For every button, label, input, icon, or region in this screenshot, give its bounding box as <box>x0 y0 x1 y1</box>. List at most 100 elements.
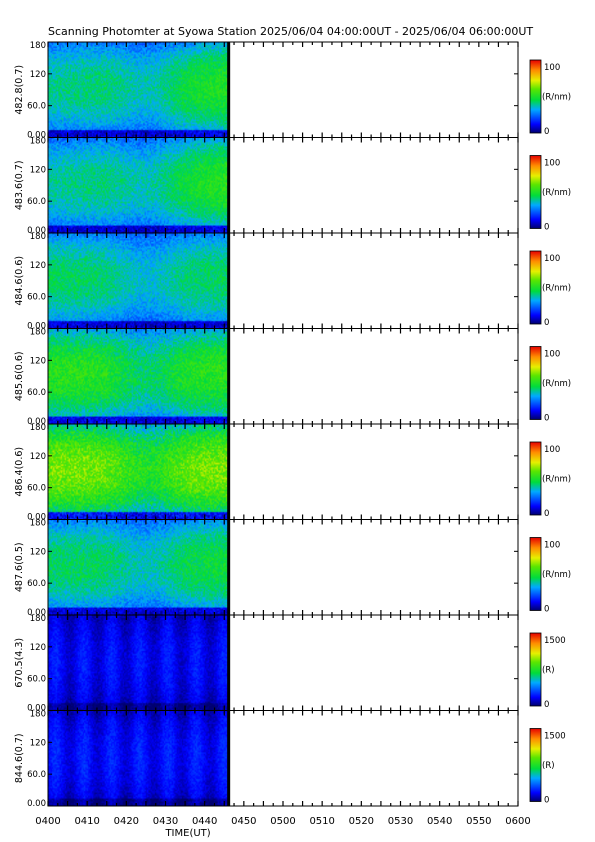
panel-2-ytick-label: 180 <box>30 137 46 147</box>
panel-7-colorbar <box>529 632 542 707</box>
panel-4-ytick-label: 180 <box>30 328 46 338</box>
panel-2-heatmap <box>48 137 229 233</box>
panel-3-colorbar-max: 100 <box>544 254 560 264</box>
panel-7-colorbar-unit: (R) <box>542 666 555 676</box>
panel-8-heatmap <box>48 710 229 806</box>
panel-4-ytick-label: 60.0 <box>27 388 46 398</box>
panel-8-ytick-label: 0.00 <box>27 799 46 809</box>
panel-7-ytick-label: 60.0 <box>27 675 46 685</box>
panel-3-ylabel: 484.6(0.6) <box>14 256 25 306</box>
panel-6-colorbar-max: 100 <box>544 541 560 551</box>
panel-5-colorbar-max: 100 <box>544 445 560 455</box>
panel-5-colorbar-min: 0 <box>544 509 549 519</box>
panel-2-colorbar-unit: (R/nm) <box>542 188 571 198</box>
panel-3-colorbar-min: 0 <box>544 318 549 328</box>
panel-1-heatmap <box>48 42 229 138</box>
x-tick-label: 0410 <box>74 816 99 827</box>
x-tick-label: 0400 <box>35 816 60 827</box>
panel-4-ytick-label: 0.00 <box>27 417 46 427</box>
panel-5-heatmap <box>48 424 229 520</box>
panel-8-ytick-label: 120 <box>30 738 46 748</box>
panel-3-colorbar <box>529 250 542 325</box>
panel-2-colorbar <box>529 155 542 229</box>
panel-2-ytick-label: 60.0 <box>27 197 46 207</box>
x-tick-label: 0450 <box>231 816 256 827</box>
panel-8-ylabel: 844.6(0.7) <box>14 733 25 783</box>
panel-7-ytick-label: 180 <box>30 614 46 624</box>
panel-2-ylabel: 483.6(0.7) <box>14 160 25 210</box>
panel-6-data-end-bar <box>227 519 231 615</box>
x-tick-label: 0430 <box>153 816 178 827</box>
panel-4-colorbar <box>529 346 542 420</box>
panel-1-ytick-label: 60.0 <box>27 102 46 112</box>
panel-7-heatmap <box>48 615 229 711</box>
panel-4-ylabel: 485.6(0.6) <box>14 351 25 401</box>
panel-2-ytick-label: 120 <box>30 165 46 175</box>
panel-8-ytick-label: 180 <box>30 710 46 720</box>
panel-4-data-end-bar <box>227 328 231 424</box>
panel-5-ylabel: 486.4(0.6) <box>14 447 25 497</box>
panel-2-colorbar-max: 100 <box>544 159 560 169</box>
panel-7-colorbar-min: 0 <box>544 700 549 710</box>
x-tick-label: 0540 <box>427 816 452 827</box>
panel-8-colorbar-min: 0 <box>544 796 549 806</box>
x-axis-label: TIME(UT) <box>164 828 210 839</box>
panel-8-ytick-label: 60.0 <box>27 770 46 780</box>
x-tick-label: 0550 <box>466 816 491 827</box>
panel-2-data-end-bar <box>227 137 231 233</box>
panel-1-colorbar-unit: (R/nm) <box>542 93 571 103</box>
panel-1-colorbar <box>529 59 542 134</box>
panel-7-ytick-label: 0.00 <box>27 704 46 714</box>
panel-7-ytick-label: 120 <box>30 643 46 653</box>
panel-4-colorbar-unit: (R/nm) <box>542 379 571 389</box>
panel-1-colorbar-max: 100 <box>544 63 560 73</box>
panel-3-ytick-label: 120 <box>30 261 46 271</box>
panel-5-ytick-label: 180 <box>30 423 46 433</box>
panel-7-colorbar-max: 1500 <box>544 636 566 646</box>
panel-7-data-end-bar <box>227 615 231 711</box>
panel-1-ytick-label: 180 <box>30 41 46 51</box>
panel-7-ylabel: 670.5(4.3) <box>14 638 25 688</box>
panel-3-data-end-bar <box>227 233 231 329</box>
panel-8-colorbar-max: 1500 <box>544 732 566 742</box>
panel-4-colorbar-min: 0 <box>544 414 549 424</box>
x-tick-label: 0440 <box>192 816 217 827</box>
panel-6-colorbar-min: 0 <box>544 605 549 615</box>
panel-3-heatmap <box>48 233 229 329</box>
panel-5-ytick-label: 60.0 <box>27 484 46 494</box>
panel-6-ytick-label: 60.0 <box>27 579 46 589</box>
panel-1-ytick-label: 120 <box>30 70 46 80</box>
panel-5-data-end-bar <box>227 424 231 520</box>
x-tick-label: 0520 <box>349 816 374 827</box>
panel-3-colorbar-unit: (R/nm) <box>542 284 571 294</box>
x-tick-label: 0420 <box>114 816 139 827</box>
panel-4-colorbar-max: 100 <box>544 350 560 360</box>
panel-6-ylabel: 487.6(0.5) <box>14 542 25 592</box>
panel-1-colorbar-min: 0 <box>544 127 549 137</box>
x-tick-label: 0510 <box>309 816 334 827</box>
panel-6-colorbar-unit: (R/nm) <box>542 570 571 580</box>
panel-5-ytick-label: 0.00 <box>27 513 46 523</box>
panel-1-ytick-label: 0.00 <box>27 131 46 141</box>
panel-6-ytick-label: 120 <box>30 547 46 557</box>
panel-8-colorbar-unit: (R) <box>542 761 555 771</box>
panel-3-ytick-label: 0.00 <box>27 322 46 332</box>
panel-3-ytick-label: 60.0 <box>27 293 46 303</box>
panel-5-colorbar <box>529 441 542 516</box>
panel-4-ytick-label: 120 <box>30 356 46 366</box>
x-tick-label: 0500 <box>270 816 295 827</box>
panel-5-ytick-label: 120 <box>30 452 46 462</box>
panel-3-ytick-label: 180 <box>30 232 46 242</box>
panel-1-data-end-bar <box>227 42 231 138</box>
panel-6-colorbar <box>529 537 542 611</box>
x-tick-label: 0600 <box>505 816 530 827</box>
panel-2-colorbar-min: 0 <box>544 223 549 233</box>
panel-8-data-end-bar <box>227 710 231 806</box>
panel-5-colorbar-unit: (R/nm) <box>542 475 571 485</box>
panel-6-ytick-label: 0.00 <box>27 608 46 618</box>
panel-6-heatmap <box>48 519 229 615</box>
panel-4-heatmap <box>48 328 229 424</box>
panel-1-ylabel: 482.8(0.7) <box>14 65 25 115</box>
chart-title: Scanning Photomter at Syowa Station 2025… <box>48 25 534 38</box>
